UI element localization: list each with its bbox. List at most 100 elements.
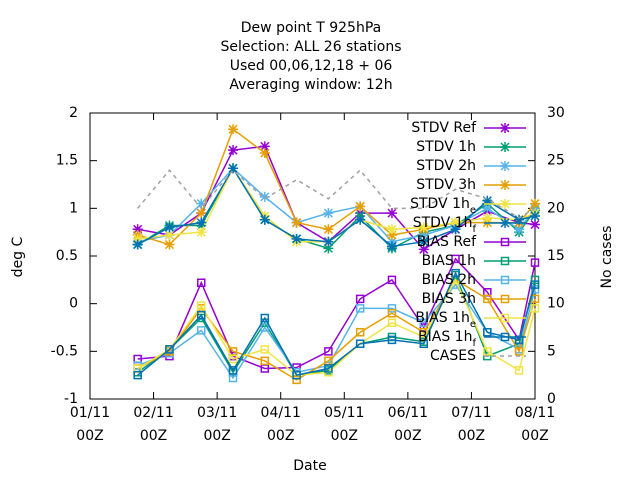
point-marker: [482, 203, 493, 214]
point-marker: [260, 313, 270, 323]
legend-marker: [500, 161, 510, 171]
series-line: [137, 278, 536, 376]
x-tick-label: 07/11: [451, 405, 491, 421]
x-tick-label: 00Z: [458, 428, 485, 444]
point-marker: [514, 224, 525, 235]
y2-tick-label: 0: [547, 391, 556, 407]
point-marker: [323, 236, 334, 247]
x-tick-label: 02/11: [133, 405, 173, 421]
point-marker: [292, 370, 301, 380]
chart-title: Used 00,06,12,18 + 06: [230, 58, 393, 74]
x-axis-label: Date: [293, 458, 326, 474]
legend-label: STDV 2h: [416, 158, 476, 174]
legend-marker: [500, 123, 510, 133]
x-tick-label: 06/11: [388, 405, 428, 421]
point-marker: [450, 224, 461, 235]
legend-label: BIAS 2h: [422, 272, 476, 288]
point-marker: [530, 285, 540, 294]
legend-label: STDV 1he: [410, 196, 476, 216]
x-tick-label: 00Z: [76, 428, 103, 444]
x-tick-label: 00Z: [521, 428, 548, 444]
point-marker: [323, 243, 334, 254]
y2-tick-label: 20: [547, 200, 565, 216]
point-marker: [451, 268, 460, 278]
point-marker: [355, 304, 365, 313]
point-marker: [386, 208, 397, 219]
legend-label: CASES: [430, 348, 476, 364]
y-tick-label: 1.5: [56, 153, 78, 169]
legend-subscript: f: [472, 224, 476, 235]
y-tick-label: 0: [69, 296, 78, 312]
point-marker: [228, 366, 238, 375]
legend-marker: [500, 142, 510, 152]
point-marker: [387, 275, 397, 285]
legend-name: STDV 2h: [416, 158, 476, 174]
legend-marker: [500, 313, 510, 323]
point-marker: [259, 141, 270, 152]
point-marker: [164, 230, 175, 241]
point-marker: [483, 294, 492, 304]
point-marker: [324, 347, 333, 356]
y2-tick-label: 15: [547, 248, 565, 264]
point-marker: [530, 219, 540, 230]
point-marker: [530, 304, 540, 313]
y2-tick-label: 25: [547, 153, 565, 169]
point-marker: [324, 364, 333, 373]
point-marker: [483, 328, 492, 337]
point-marker: [323, 224, 334, 235]
point-marker: [387, 308, 397, 318]
x-tick-label: 00Z: [394, 428, 421, 444]
legend-marker: [500, 199, 510, 209]
legend-name: BIAS 1h: [418, 329, 472, 345]
point-marker: [530, 294, 540, 304]
x-tick-label: 00Z: [331, 428, 358, 444]
point-marker: [355, 294, 365, 304]
x-tick-label: 05/11: [324, 405, 364, 421]
y-axis-label: deg C: [10, 236, 26, 277]
legend-label: STDV 3h: [416, 177, 476, 193]
point-marker: [418, 230, 429, 241]
point-marker: [228, 354, 238, 364]
point-marker: [418, 236, 429, 247]
chart-title: Selection: ALL 26 stations: [220, 39, 401, 55]
y2-axis-label: No cases: [599, 226, 615, 289]
point-marker: [530, 198, 540, 209]
legend-marker: [500, 218, 510, 228]
point-marker: [291, 233, 302, 244]
series-line: [137, 169, 536, 219]
legend-subscript: f: [472, 338, 476, 349]
point-marker: [355, 328, 365, 337]
point-marker: [164, 222, 175, 233]
point-marker: [260, 345, 270, 354]
x-tick-label: 00Z: [140, 428, 167, 444]
legend-name: BIAS 1h: [422, 253, 476, 269]
point-marker: [196, 217, 207, 228]
point-marker: [451, 254, 460, 264]
legend-name: BIAS Ref: [417, 234, 477, 250]
point-marker: [387, 335, 397, 345]
chart-title: Dew point T 925hPa: [241, 20, 381, 36]
x-tick-label: 01/11: [70, 405, 110, 421]
point-marker: [418, 222, 429, 233]
legend-name: BIAS 1h: [415, 310, 469, 326]
y2-tick-label: 30: [547, 105, 565, 121]
point-marker: [197, 278, 206, 287]
point-marker: [164, 239, 175, 250]
y-tick-label: -1: [64, 391, 78, 407]
legend-name: STDV 3h: [416, 177, 476, 193]
y2-tick-label: 5: [547, 343, 556, 359]
series-line: [137, 166, 536, 250]
point-marker: [323, 208, 334, 219]
legend-name: STDV 1h: [413, 215, 473, 231]
legend-label: STDV Ref: [411, 120, 477, 136]
point-marker: [260, 356, 270, 366]
x-tick-label: 03/11: [197, 405, 237, 421]
legend-marker: [500, 332, 510, 342]
point-marker: [324, 368, 333, 377]
legend-marker: [500, 275, 510, 285]
legend-marker: [500, 180, 510, 190]
point-marker: [196, 227, 207, 238]
point-marker: [419, 339, 428, 348]
point-marker: [259, 148, 270, 159]
point-marker: [259, 214, 270, 225]
